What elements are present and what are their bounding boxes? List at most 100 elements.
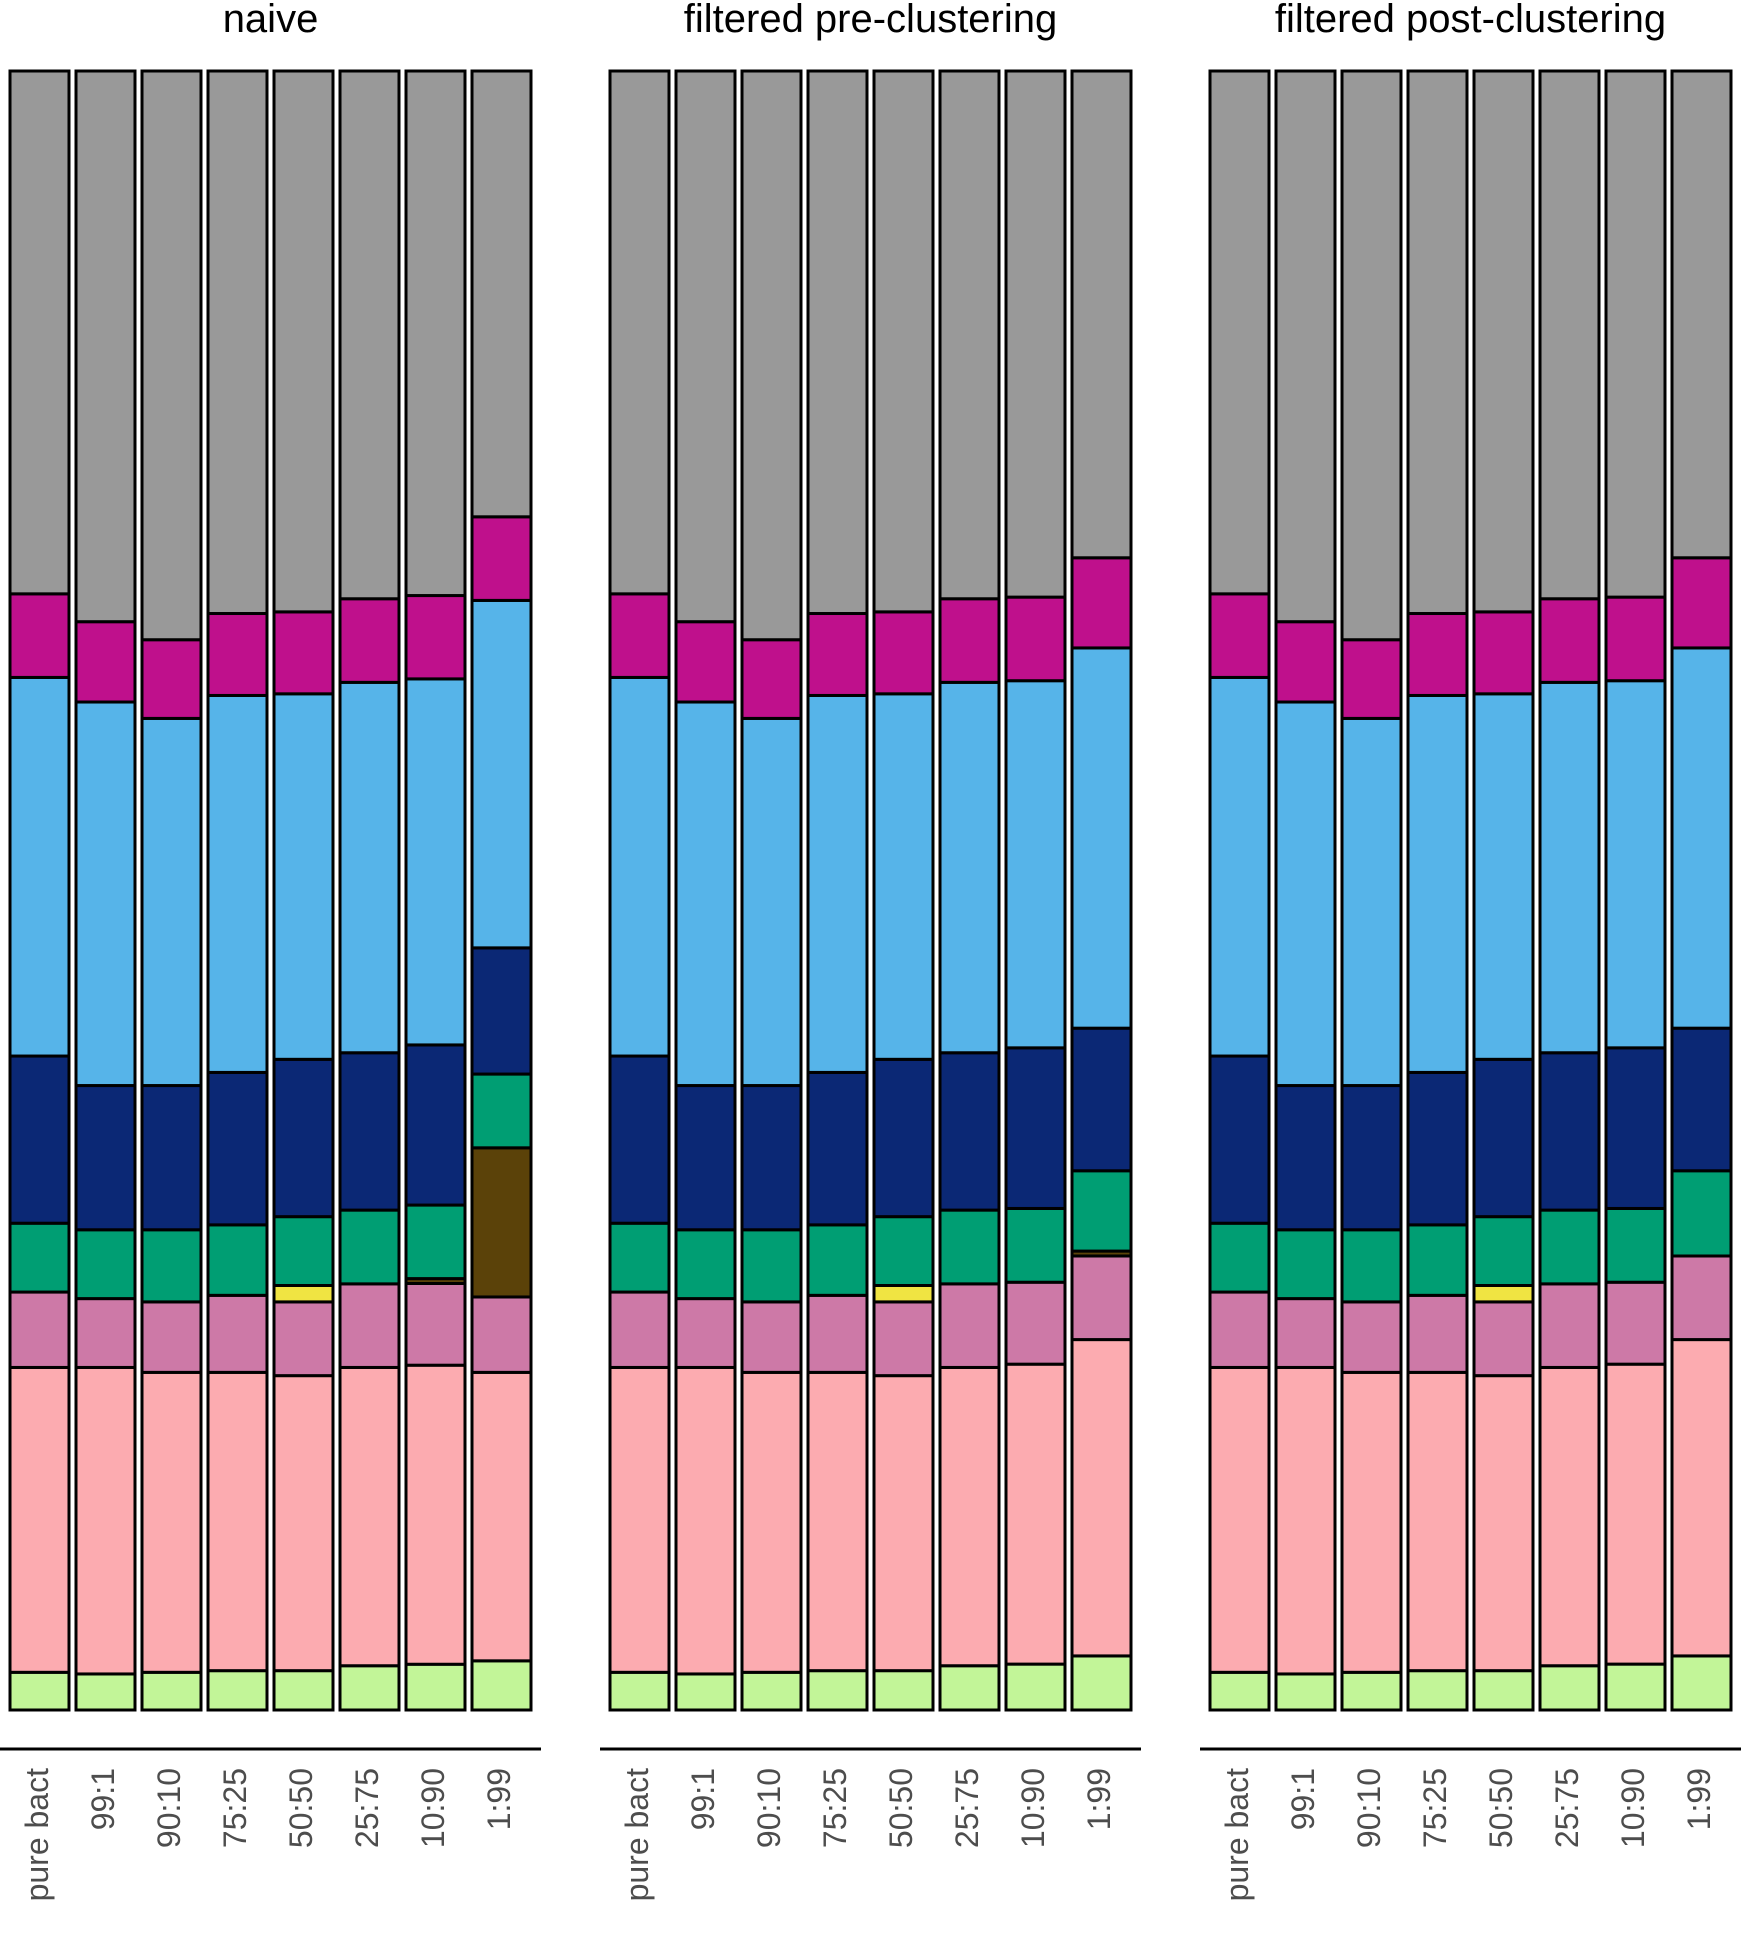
- bar-segment: [206, 69, 269, 616]
- bar-segment: [740, 1370, 803, 1674]
- bar-segment: [404, 1203, 467, 1281]
- bar-segment: [1340, 69, 1403, 642]
- bar-segment: [338, 1282, 401, 1369]
- x-tick-label: pure bact: [1219, 1768, 1255, 1902]
- bar-segment: [1340, 716, 1403, 1088]
- bar-segment: [1604, 1206, 1667, 1284]
- bar-segment: [1406, 1070, 1469, 1227]
- panel-naive: naive pure bact 99:1 90:10 75:25 50:50 25:75 10…: [0, 0, 541, 1901]
- bar-segment: [1406, 1293, 1469, 1374]
- bar-segment: [1472, 1057, 1535, 1219]
- bar-segment: [1670, 1254, 1733, 1342]
- bar-segment: [1004, 595, 1067, 683]
- bar-segment: [1538, 1365, 1601, 1668]
- x-tick-label: 99:1: [85, 1768, 121, 1830]
- bar-segment: [806, 1223, 869, 1297]
- bar-segment: [938, 69, 1001, 601]
- bar-segment: [1472, 1300, 1535, 1378]
- x-tick-label: 75:25: [1417, 1768, 1453, 1848]
- bar-99-1: [1274, 69, 1337, 1712]
- bar-segment: [1004, 1046, 1067, 1210]
- bar-segment: [272, 692, 335, 1061]
- bar-segment: [470, 69, 533, 519]
- bar-segment: [8, 1054, 71, 1225]
- bar-segment: [1208, 1365, 1271, 1674]
- bar-segment: [1472, 1374, 1535, 1673]
- bar-segment: [1538, 69, 1601, 601]
- bar-segment: [1070, 1654, 1133, 1712]
- panel-filtered-pre-clustering: filtered pre-clustering pure bact 99:1 90:1…: [600, 0, 1141, 1901]
- bar-segment: [674, 1297, 737, 1369]
- bar-segment: [1604, 1362, 1667, 1666]
- bar-segment: [1274, 1228, 1337, 1301]
- bar-segment: [1604, 679, 1667, 1050]
- bar-segment: [1406, 1370, 1469, 1673]
- bar-segment: [1538, 1664, 1601, 1712]
- bar-segment: [338, 680, 401, 1055]
- bar-segment: [740, 1300, 803, 1374]
- bar-segment: [1406, 693, 1469, 1074]
- bar-segment: [338, 1208, 401, 1286]
- bar-segment: [338, 1664, 401, 1712]
- bar-segment: [1340, 1300, 1403, 1374]
- x-tick-label: 1:99: [481, 1768, 517, 1830]
- bar-segment: [740, 1084, 803, 1232]
- bar-10-90: [1604, 69, 1667, 1712]
- bar-pure-bact: [608, 69, 671, 1712]
- bar-segment: [1274, 1365, 1337, 1676]
- bar-segment: [872, 692, 935, 1061]
- bar-segment: [1406, 69, 1469, 616]
- bar-segment: [740, 69, 803, 642]
- panel-title: naive: [223, 0, 319, 41]
- bar-segment: [206, 1070, 269, 1227]
- bar-segment: [1208, 592, 1271, 679]
- bar-segment: [674, 1365, 737, 1676]
- bar-segment: [608, 1365, 671, 1674]
- bar-segment: [1604, 69, 1667, 599]
- bar-segment: [1340, 638, 1403, 720]
- bar-segment: [1274, 1672, 1337, 1712]
- x-tick-label: 1:99: [1081, 1768, 1117, 1830]
- bar-segment: [470, 598, 533, 950]
- bar-segment: [272, 610, 335, 696]
- bar-segment: [806, 693, 869, 1074]
- x-tick-label: 10:90: [1015, 1768, 1051, 1848]
- bar-segment: [806, 1070, 869, 1227]
- bar-segment: [608, 1054, 671, 1225]
- bar-segment: [872, 1283, 935, 1304]
- bar-90-10: [140, 69, 203, 1712]
- bar-segment: [8, 1365, 71, 1674]
- x-tick-label: 25:75: [349, 1768, 385, 1848]
- bar-25-75: [1538, 69, 1601, 1712]
- bar-segment: [1472, 692, 1535, 1061]
- bar-segment: [338, 1051, 401, 1212]
- bar-segment: [674, 1228, 737, 1301]
- bar-segment: [470, 1072, 533, 1150]
- bar-segment: [272, 1374, 335, 1673]
- bar-segment: [1670, 1026, 1733, 1173]
- bar-segment: [740, 1228, 803, 1304]
- x-tick-label: pure bact: [619, 1768, 655, 1902]
- bar-segment: [338, 1365, 401, 1668]
- bar-segment: [872, 1300, 935, 1378]
- bar-segment: [806, 1370, 869, 1673]
- panel-title: filtered pre-clustering: [684, 0, 1058, 41]
- bar-segment: [8, 1221, 71, 1294]
- bar-segment: [140, 1300, 203, 1374]
- bar-segment: [938, 1664, 1001, 1712]
- bar-segment: [404, 594, 467, 681]
- bar-segment: [140, 1084, 203, 1232]
- bar-99-1: [74, 69, 137, 1712]
- bar-segment: [1070, 646, 1133, 1030]
- bar-segment: [1538, 680, 1601, 1055]
- bar-segment: [404, 69, 467, 598]
- bar-segment: [1004, 69, 1067, 599]
- bar-segment: [404, 1662, 467, 1712]
- bar-segment: [1670, 1654, 1733, 1712]
- bar-segment: [74, 700, 137, 1088]
- bar-segment: [1208, 675, 1271, 1058]
- bar-segment: [1274, 1084, 1337, 1232]
- bar-25-75: [938, 69, 1001, 1712]
- bar-segment: [272, 69, 335, 614]
